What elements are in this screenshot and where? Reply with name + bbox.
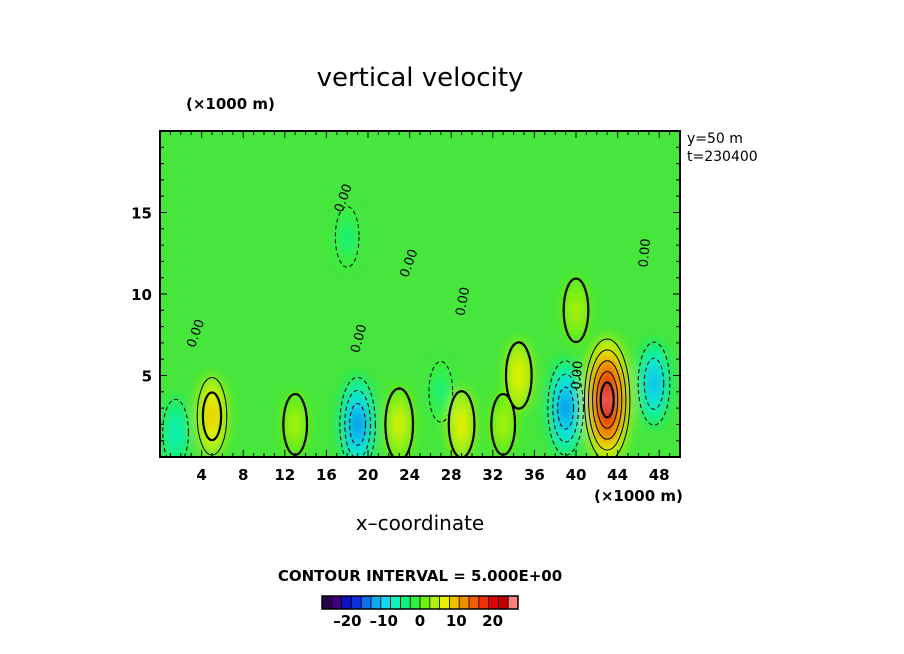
field-feature	[454, 406, 469, 442]
y-unit-label: (×1000 m)	[186, 95, 275, 113]
field-feature	[168, 415, 183, 450]
contour-line	[588, 349, 627, 451]
colorbar-segment	[341, 596, 352, 609]
x-unit-label: (×1000 m)	[594, 487, 683, 505]
contour-line	[384, 387, 415, 457]
x-tick-label: 28	[441, 466, 462, 484]
colorbar-segment	[361, 596, 372, 609]
field-feature	[394, 411, 405, 438]
contour-line	[339, 376, 376, 457]
y-tick-label: 15	[131, 205, 152, 223]
x-tick-label: 12	[274, 466, 295, 484]
field-feature	[288, 408, 302, 441]
contour-interval-label: CONTOUR INTERVAL = 5.000E+00	[278, 567, 562, 585]
contour-line	[201, 391, 223, 442]
contour-line	[162, 398, 189, 457]
y-tick-label: 5	[142, 368, 152, 386]
colorbar-segment	[331, 596, 343, 609]
contour-line	[547, 360, 584, 456]
colorbar-segment	[390, 596, 401, 609]
contour-line	[344, 389, 371, 457]
zero-contour-label: 0.00	[637, 238, 654, 268]
contour-line	[637, 341, 671, 426]
colorbar-segment	[459, 596, 470, 609]
field-feature	[353, 414, 362, 435]
colorbar-segment	[478, 596, 490, 609]
contour-line	[643, 357, 665, 410]
x-tick-label: 20	[358, 466, 379, 484]
colorbar-segment	[498, 596, 509, 609]
field-feature	[512, 358, 526, 393]
field-feature	[649, 372, 659, 395]
colorbar-segment	[410, 596, 421, 609]
x-tick-label: 4	[196, 466, 206, 484]
zero-contour-labels: 0.000.000.000.000.000.000.00	[184, 182, 654, 390]
contour-line	[557, 386, 575, 430]
x-tick-label: 8	[238, 466, 248, 484]
contour-line	[562, 277, 590, 344]
colorbar-tick-label: 10	[446, 612, 467, 630]
colorbar-segment	[420, 596, 431, 609]
colorbar-segment	[449, 596, 460, 609]
y-tick-label: 10	[131, 286, 152, 304]
colorbar-segment	[429, 596, 441, 609]
field-layer: 0.000.000.000.000.000.000.00	[160, 131, 680, 457]
colorbar	[321, 595, 519, 610]
time-annotation: t=230400	[687, 149, 758, 165]
colorbar-segment	[508, 596, 519, 609]
field-feature	[340, 220, 354, 253]
colorbar-segment	[469, 596, 480, 609]
field-feature	[206, 402, 218, 430]
zero-contour-label: 0.00	[348, 323, 370, 355]
contour-line	[349, 402, 367, 446]
zero-contour-label: 0.00	[453, 286, 473, 317]
colorbar-segment	[351, 596, 362, 609]
field-feature	[569, 293, 583, 328]
contour-line	[583, 338, 631, 457]
x-tick-label: 16	[316, 466, 337, 484]
contour-line	[428, 360, 454, 423]
x-tick-label: 44	[607, 466, 628, 484]
x-tick-label: 36	[524, 466, 545, 484]
contour-line	[447, 390, 476, 457]
colorbar-tick-label: 20	[482, 612, 503, 630]
contour-line	[334, 206, 360, 268]
x-tick-label: 24	[399, 466, 420, 484]
colorbar-tick-label: –20	[333, 612, 361, 630]
contour-line	[552, 373, 579, 443]
colorbar-segment	[400, 596, 411, 609]
chart-title: vertical velocity	[317, 63, 524, 93]
colorbar-ticks: –20 –10 0 10 20	[333, 612, 503, 630]
field-feature	[434, 375, 448, 408]
field-feature	[603, 390, 611, 410]
contour-line	[596, 371, 619, 429]
colorbar-tick-label: –10	[370, 612, 398, 630]
x-tick-label: 48	[649, 466, 670, 484]
colorbar-segment	[380, 596, 392, 609]
x-tick-label: 40	[566, 466, 587, 484]
contour-lines	[162, 206, 671, 457]
colorbar-segment	[371, 596, 382, 609]
contour-line	[504, 341, 533, 410]
field-feature	[561, 398, 570, 419]
y-slice-annotation: y=50 m	[687, 131, 743, 147]
colorbar-segment	[439, 596, 450, 609]
colorbar-tick-label: 0	[415, 612, 425, 630]
x-tick-label: 32	[482, 466, 503, 484]
contour-line	[592, 360, 623, 440]
colorbar-segment	[488, 596, 499, 609]
contour-line	[599, 381, 615, 419]
x-axis-title: x–coordinate	[356, 511, 485, 535]
zero-contour-label: 0.00	[569, 360, 586, 390]
colorbar-segment	[322, 596, 333, 609]
field-feature	[496, 408, 510, 441]
